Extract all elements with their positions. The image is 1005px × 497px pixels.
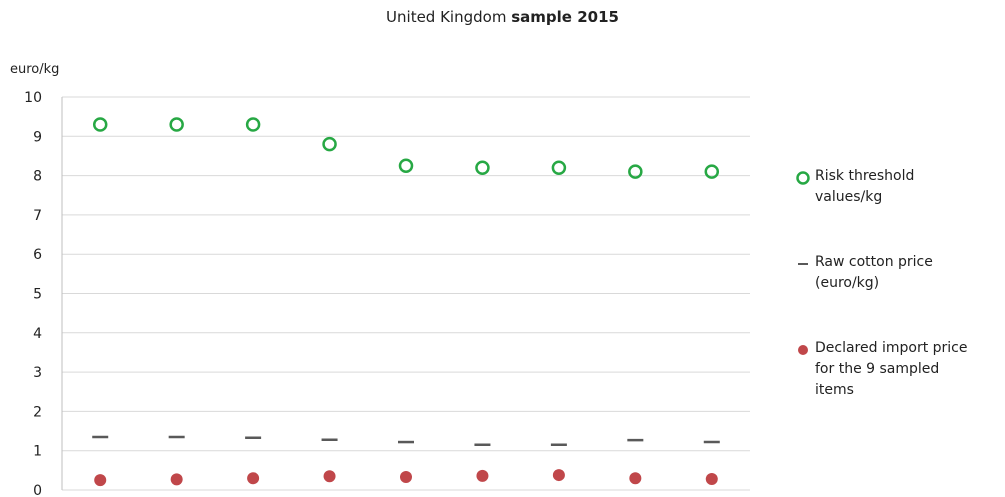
declared-import-price-point <box>247 472 260 485</box>
chart-title-main: United Kingdom <box>386 8 507 26</box>
y-tick-label: 10 <box>24 90 42 106</box>
legend-label-line: (euro/kg) <box>815 275 880 291</box>
risk-threshold-point <box>398 158 414 174</box>
legend-label-risk-threshold: Risk threshold values/kg <box>815 166 1005 208</box>
legend-label-line: for the 9 sampled <box>815 361 940 377</box>
y-tick-label: 8 <box>33 169 42 185</box>
declared-import-price-point <box>94 474 107 487</box>
risk-threshold-point <box>322 136 337 152</box>
risk-threshold-point <box>704 164 720 179</box>
risk-threshold-point <box>245 117 261 132</box>
y-tick-label: 1 <box>33 444 42 460</box>
legend-label-declared-import-price: Declared import price for the 9 sampled … <box>815 338 1005 401</box>
legend-filled-circle-icon <box>798 345 808 355</box>
declared-import-price-point <box>400 471 412 484</box>
legend-dash-icon <box>798 263 808 265</box>
legend-label-line: items <box>815 382 854 398</box>
y-tick-label: 9 <box>33 129 42 145</box>
declared-import-price-point <box>323 470 336 483</box>
risk-threshold-point <box>475 160 490 175</box>
risk-threshold-point <box>551 160 567 175</box>
chart-title-bold: sample 2015 <box>511 8 619 26</box>
declared-import-price-point <box>629 472 642 485</box>
risk-threshold-point <box>169 117 184 132</box>
legend-open-circle-icon <box>796 171 810 185</box>
legend-label-line: Declared import price <box>815 340 968 356</box>
y-tick-label: 0 <box>33 483 42 497</box>
y-tick-label: 7 <box>33 208 42 224</box>
legend-label-line: values/kg <box>815 189 883 205</box>
y-tick-label: 4 <box>33 326 42 342</box>
declared-import-price-point <box>170 473 183 486</box>
legend-label-line: Raw cotton price <box>815 254 933 270</box>
y-tick-label: 5 <box>33 287 42 303</box>
declared-import-price-point <box>705 472 718 485</box>
y-tick-label: 2 <box>33 404 42 420</box>
declared-import-price-point <box>552 469 565 482</box>
legend-label-line: Risk threshold <box>815 168 915 184</box>
legend-label-raw-cotton-price: Raw cotton price (euro/kg) <box>815 252 1005 294</box>
risk-threshold-point <box>628 164 643 179</box>
declared-import-price-point <box>476 469 489 482</box>
y-tick-label: 6 <box>33 247 42 263</box>
y-axis-unit-label: euro/kg <box>10 62 60 77</box>
y-tick-label: 3 <box>33 365 42 381</box>
risk-threshold-point <box>92 117 108 132</box>
chart-title: United Kingdom sample 2015 <box>0 8 1005 26</box>
